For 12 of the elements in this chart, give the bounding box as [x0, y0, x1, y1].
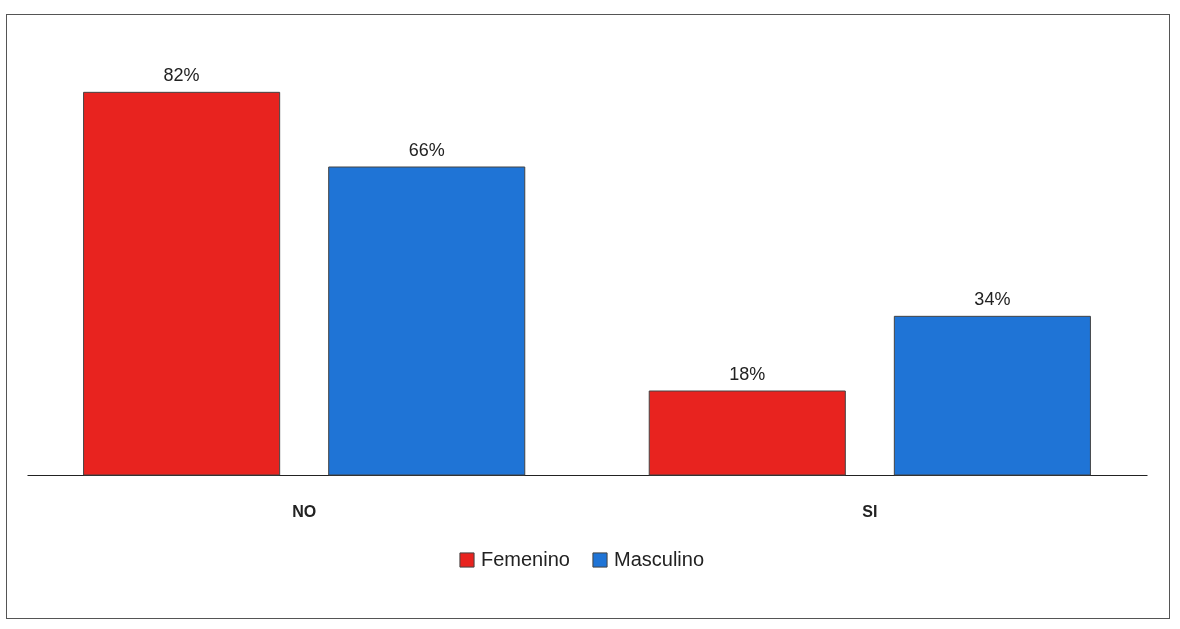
- legend-label: Masculino: [614, 548, 705, 570]
- data-label: 82%: [163, 65, 200, 86]
- data-label: 66%: [408, 140, 445, 160]
- bar: [83, 91, 281, 476]
- x-tick-label: SI: [862, 502, 878, 520]
- data-label: 34%: [974, 289, 1011, 310]
- bar: [648, 390, 846, 476]
- bar: [328, 166, 526, 476]
- bar: [893, 315, 1091, 476]
- legend-label: Femenino: [481, 548, 570, 570]
- x-tick-label: NO: [292, 502, 317, 520]
- data-label: 18%: [729, 364, 766, 384]
